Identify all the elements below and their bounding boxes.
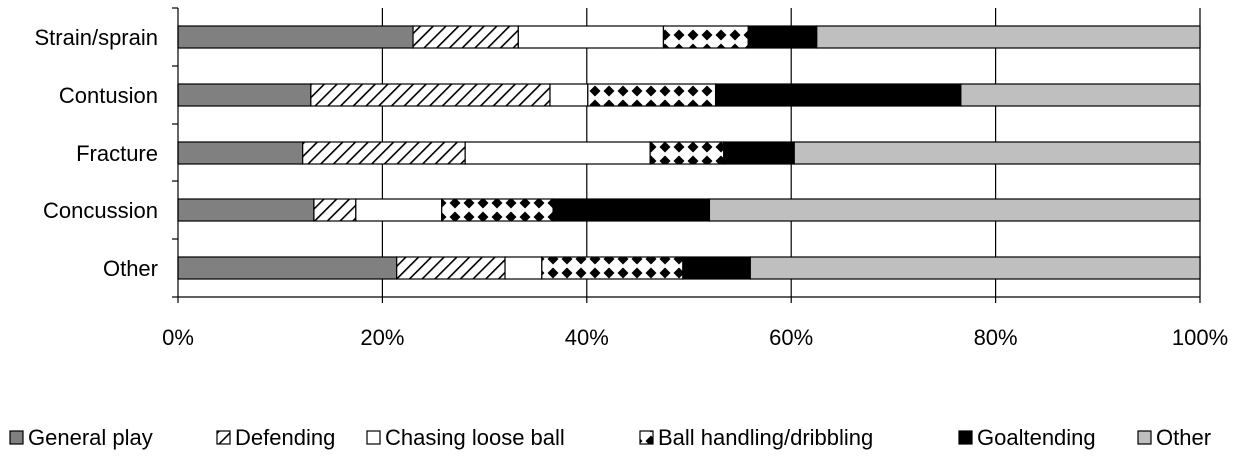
legend-swatch-defending [216,430,231,445]
bar-segment-strain-sprain-defending [412,25,519,49]
bar-segment-concussion-goaltending [552,198,711,222]
bar-segment-fracture-general-play [177,141,304,165]
legend-swatch-other [1137,430,1152,445]
axis-labels: 0% 20% 40% 60% 80% 100% Strain/sprain Contusion… [34,25,1228,350]
bar-segment-concussion-chasing-loose-ball [355,198,443,222]
bar-segment-other-ball-handling-dribbling [541,256,684,280]
bar-segment-concussion-ball-handling-dribbling [441,198,554,222]
bar-segment-contusion-defending [310,83,551,107]
legend: General play Defending Chasing loose ball B… [9,425,1211,450]
bar-segment-concussion-other [708,198,1201,222]
legend-swatch-general-play [9,430,24,445]
category-label: Fracture [76,141,158,166]
legend-label-chasing-loose-ball: Chasing loose ball [385,425,565,450]
legend-label-other: Other [1156,425,1211,450]
x-tick-label: 20% [360,325,404,350]
category-label: Contusion [59,83,158,108]
bar-segment-concussion-general-play [177,198,315,222]
legend-label-defending: Defending [235,425,335,450]
bar-segment-other-other [749,256,1201,280]
legend-label-goaltending: Goaltending [977,425,1096,450]
legend-swatch-goaltending [958,430,973,445]
legend-swatch-chasing-loose-ball [366,430,381,445]
bar-segment-fracture-goaltending [723,141,795,165]
bar-segment-strain-sprain-general-play [177,25,414,49]
x-tick-label: 80% [974,325,1018,350]
bars [177,25,1201,280]
legend-swatch-ball-handling-dribbling [639,430,654,445]
bar-segment-strain-sprain-ball-handling-dribbling [662,25,749,49]
bar-segment-contusion-general-play [177,83,312,107]
bar-segment-other-defending [396,256,506,280]
x-tick-label: 0% [162,325,194,350]
x-tick-label: 40% [565,325,609,350]
bar-segment-other-chasing-loose-ball [504,256,543,280]
category-label: Strain/sprain [34,25,158,50]
bar-segment-strain-sprain-chasing-loose-ball [517,25,665,49]
legend-label-ball-handling-dribbling: Ball handling/dribbling [658,425,873,450]
bar-segment-fracture-other [793,141,1201,165]
bar-segment-fracture-chasing-loose-ball [464,141,651,165]
bar-segment-strain-sprain-other [816,25,1201,49]
bar-segment-fracture-ball-handling-dribbling [649,141,725,165]
x-tick-label: 100% [1172,325,1228,350]
bar-segment-other-general-play [177,256,398,280]
x-tick-label: 60% [769,325,813,350]
axes [172,7,1201,303]
bar-segment-contusion-ball-handling-dribbling [587,83,717,107]
category-label: Other [103,256,158,281]
bar-segment-strain-sprain-goaltending [747,25,818,49]
legend-label-general-play: General play [28,425,153,450]
category-label: Concussion [43,198,158,223]
bar-segment-contusion-goaltending [714,83,962,107]
bar-segment-contusion-chasing-loose-ball [549,83,589,107]
bar-segment-fracture-defending [302,141,466,165]
bar-segment-contusion-other [960,83,1201,107]
bar-segment-other-goaltending [682,256,751,280]
bar-segment-concussion-defending [313,198,357,222]
